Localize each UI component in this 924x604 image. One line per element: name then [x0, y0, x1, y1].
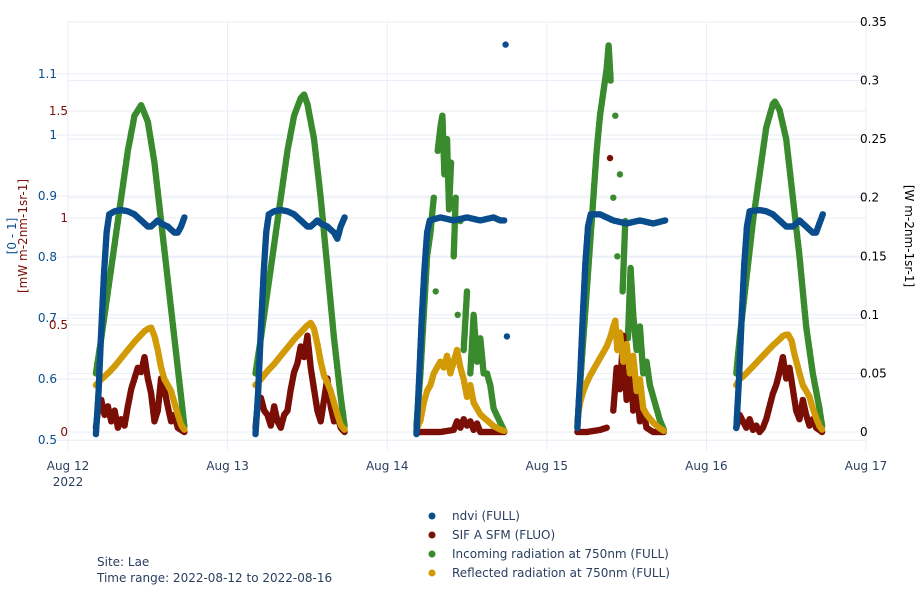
- data-point-incoming: [455, 312, 461, 318]
- data-point-incoming: [431, 195, 437, 201]
- data-point-incoming: [610, 195, 616, 201]
- data-point-ndvi: [502, 41, 508, 47]
- data-point-reflected: [341, 426, 347, 432]
- data-point-incoming: [453, 195, 459, 201]
- data-point-ndvi: [504, 333, 510, 339]
- data-point-incoming: [617, 171, 623, 177]
- data-points[interactable]: [93, 41, 826, 437]
- data-point-reflected: [501, 428, 507, 434]
- data-point-incoming: [612, 113, 618, 119]
- data-point-sif: [607, 155, 613, 161]
- data-point-incoming: [607, 77, 613, 83]
- data-point-ndvi: [662, 217, 668, 223]
- data-point-incoming: [614, 253, 620, 259]
- data-point-sif: [604, 425, 610, 431]
- series-ndvi: [93, 41, 826, 437]
- data-point-reflected: [819, 426, 825, 432]
- series-sif: [93, 155, 826, 435]
- series-incoming: [93, 42, 826, 434]
- data-point-incoming: [448, 159, 454, 165]
- data-point-ndvi: [501, 217, 507, 223]
- data-point-reflected: [181, 426, 187, 432]
- series-reflected: [93, 318, 826, 434]
- data-point-incoming: [464, 288, 470, 294]
- data-point-ndvi: [181, 214, 187, 220]
- data-point-incoming: [433, 288, 439, 294]
- data-point-ndvi: [341, 214, 347, 220]
- data-point-reflected: [661, 428, 667, 434]
